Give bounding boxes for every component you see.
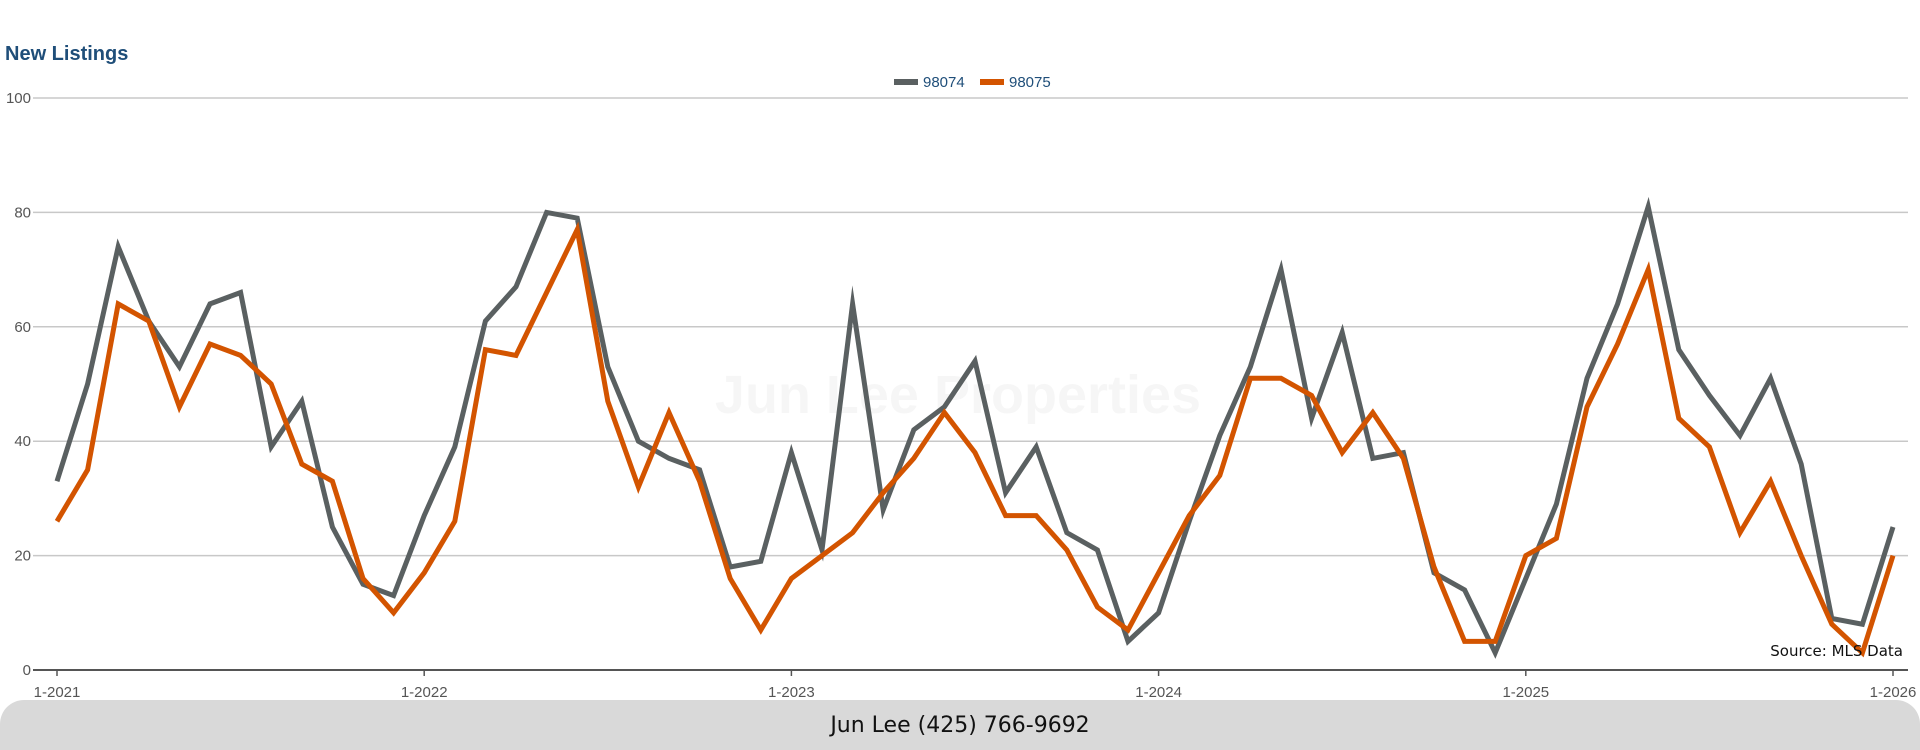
series-line-98075 [54, 221, 1896, 658]
footer-bar: Jun Lee (425) 766-9692 [0, 700, 1920, 750]
x-tick-label: 1-2022 [401, 684, 448, 700]
chart-title: New Listings [5, 43, 129, 65]
x-tick-label: 1-2023 [768, 684, 815, 700]
y-tick-label: 100 [6, 90, 31, 107]
y-tick-label: 60 [14, 319, 31, 336]
x-tick-label: 1-2021 [34, 684, 81, 700]
x-tick-label: 1-2026 [1870, 684, 1917, 700]
footer-contact: Jun Lee (425) 766-9692 [830, 712, 1090, 738]
y-tick-label: 0 [23, 662, 31, 679]
y-tick-label: 20 [14, 548, 31, 565]
watermark-text: Jun Lee Properties [715, 365, 1201, 425]
line-chart: Jun Lee Properties 0 20 40 60 80 100 1-2021 1-20… [6, 74, 1917, 700]
legend-label-98075: 98075 [1009, 74, 1051, 91]
legend-label-98074: 98074 [923, 74, 965, 91]
x-tick-label: 1-2024 [1135, 684, 1182, 700]
x-tick-label: 1-2025 [1502, 684, 1549, 700]
y-tick-label: 80 [14, 204, 31, 221]
source-note: Source: MLS Data [1770, 642, 1903, 660]
series-line-98074 [54, 196, 1896, 659]
y-tick-label: 40 [14, 433, 31, 450]
